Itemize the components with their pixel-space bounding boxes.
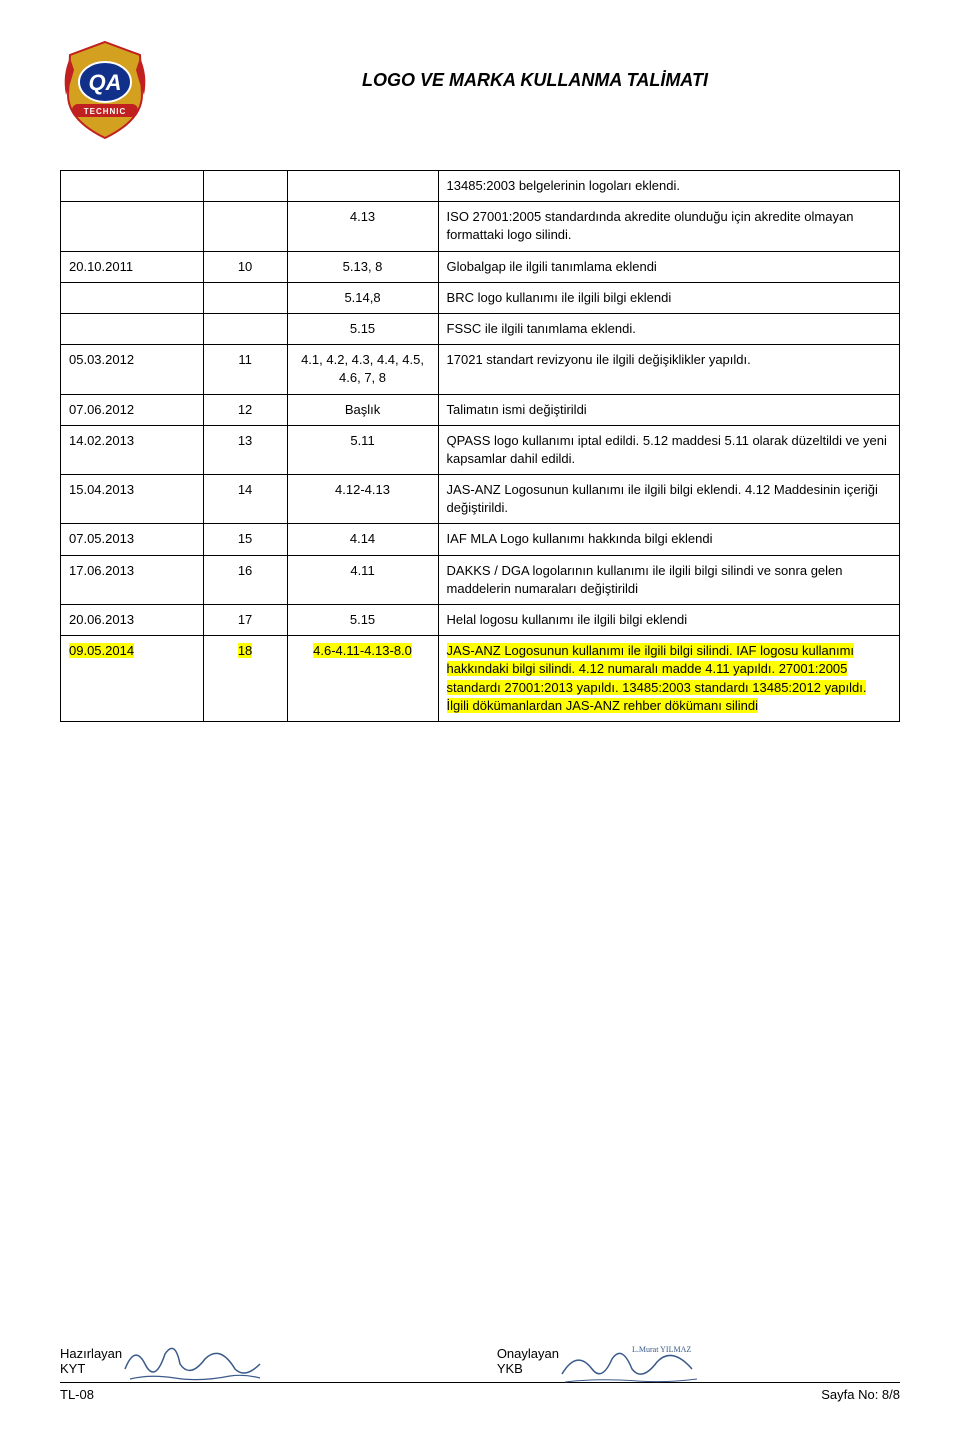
cell-date: 07.05.2013	[61, 524, 204, 555]
cell-description: FSSC ile ilgili tanımlama eklendi.	[438, 313, 899, 344]
table-row: 14.02.2013135.11QPASS logo kullanımı ipt…	[61, 425, 900, 474]
cell-date: 20.10.2011	[61, 251, 204, 282]
cell-revision	[203, 202, 287, 251]
cell-description: Talimatın ismi değiştirildi	[438, 394, 899, 425]
table-row: 13485:2003 belgelerinin logoları eklendi…	[61, 171, 900, 202]
signature-left-icon	[120, 1334, 270, 1389]
cell-revision: 14	[203, 475, 287, 524]
cell-revision: 10	[203, 251, 287, 282]
cell-revision	[203, 171, 287, 202]
cell-date	[61, 202, 204, 251]
cell-revision: 12	[203, 394, 287, 425]
cell-date: 14.02.2013	[61, 425, 204, 474]
cell-section: 5.14,8	[287, 282, 438, 313]
cell-description: ISO 27001:2005 standardında akredite olu…	[438, 202, 899, 251]
signature-right-icon: L.Murat YILMAZ	[557, 1334, 707, 1389]
document-title: LOGO VE MARKA KULLANMA TALİMATI	[170, 40, 900, 91]
cell-section: 5.11	[287, 425, 438, 474]
table-row: 09.05.2014184.6-4.11-4.13-8.0JAS-ANZ Log…	[61, 636, 900, 722]
cell-section	[287, 171, 438, 202]
cell-section: 5.15	[287, 313, 438, 344]
cell-revision: 13	[203, 425, 287, 474]
approved-by-block: Onaylayan YKB L.Murat YILMAZ	[497, 1346, 900, 1376]
cell-date: 15.04.2013	[61, 475, 204, 524]
revision-log-table: 13485:2003 belgelerinin logoları eklendi…	[60, 170, 900, 722]
cell-description: Helal logosu kullanımı ile ilgili bilgi …	[438, 605, 899, 636]
svg-text:TECHNIC: TECHNIC	[84, 107, 127, 116]
cell-date: 07.06.2012	[61, 394, 204, 425]
cell-description: JAS-ANZ Logosunun kullanımı ile ilgili b…	[438, 475, 899, 524]
cell-section: 4.1, 4.2, 4.3, 4.4, 4.5, 4.6, 7, 8	[287, 345, 438, 394]
cell-section: Başlık	[287, 394, 438, 425]
cell-date: 09.05.2014	[61, 636, 204, 722]
table-row: 5.15FSSC ile ilgili tanımlama eklendi.	[61, 313, 900, 344]
cell-description: 13485:2003 belgelerinin logoları eklendi…	[438, 171, 899, 202]
svg-text:QA: QA	[89, 70, 122, 95]
table-row: 07.06.201212BaşlıkTalimatın ismi değişti…	[61, 394, 900, 425]
cell-description: QPASS logo kullanımı iptal edildi. 5.12 …	[438, 425, 899, 474]
cell-revision: 11	[203, 345, 287, 394]
cell-description: 17021 standart revizyonu ile ilgili deği…	[438, 345, 899, 394]
cell-revision: 15	[203, 524, 287, 555]
cell-revision: 16	[203, 555, 287, 604]
cell-section: 4.12-4.13	[287, 475, 438, 524]
table-row: 15.04.2013144.12-4.13JAS-ANZ Logosunun k…	[61, 475, 900, 524]
cell-description: IAF MLA Logo kullanımı hakkında bilgi ek…	[438, 524, 899, 555]
table-row: 4.13ISO 27001:2005 standardında akredite…	[61, 202, 900, 251]
cell-revision: 17	[203, 605, 287, 636]
signature-row: Hazırlayan KYT Onaylayan YKB L.Murat YIL…	[60, 1346, 900, 1376]
document-page: QA TECHNIC LOGO VE MARKA KULLANMA TALİMA…	[0, 0, 960, 1442]
page-number: Sayfa No: 8/8	[821, 1387, 900, 1402]
cell-section: 4.6-4.11-4.13-8.0	[287, 636, 438, 722]
cell-description: DAKKS / DGA logolarının kullanımı ile il…	[438, 555, 899, 604]
table-row: 20.10.2011105.13, 8Globalgap ile ilgili …	[61, 251, 900, 282]
cell-date: 17.06.2013	[61, 555, 204, 604]
cell-section: 4.14	[287, 524, 438, 555]
cell-date: 05.03.2012	[61, 345, 204, 394]
cell-date: 20.06.2013	[61, 605, 204, 636]
table-row: 07.05.2013154.14IAF MLA Logo kullanımı h…	[61, 524, 900, 555]
page-footer: Hazırlayan KYT Onaylayan YKB L.Murat YIL…	[60, 1346, 900, 1402]
cell-section: 4.13	[287, 202, 438, 251]
document-number: TL-08	[60, 1387, 94, 1402]
cell-section: 5.15	[287, 605, 438, 636]
page-header: QA TECHNIC LOGO VE MARKA KULLANMA TALİMA…	[60, 40, 900, 140]
qa-technic-logo: QA TECHNIC	[60, 40, 150, 140]
cell-revision: 18	[203, 636, 287, 722]
table-row: 5.14,8BRC logo kullanımı ile ilgili bilg…	[61, 282, 900, 313]
cell-revision	[203, 282, 287, 313]
cell-description: Globalgap ile ilgili tanımlama eklendi	[438, 251, 899, 282]
cell-description: BRC logo kullanımı ile ilgili bilgi ekle…	[438, 282, 899, 313]
cell-section: 5.13, 8	[287, 251, 438, 282]
prepared-by-block: Hazırlayan KYT	[60, 1346, 463, 1376]
cell-description: JAS-ANZ Logosunun kullanımı ile ilgili b…	[438, 636, 899, 722]
cell-date	[61, 313, 204, 344]
cell-date	[61, 171, 204, 202]
cell-date	[61, 282, 204, 313]
svg-text:L.Murat YILMAZ: L.Murat YILMAZ	[632, 1345, 691, 1354]
table-row: 17.06.2013164.11DAKKS / DGA logolarının …	[61, 555, 900, 604]
table-row: 20.06.2013175.15Helal logosu kullanımı i…	[61, 605, 900, 636]
cell-revision	[203, 313, 287, 344]
table-row: 05.03.2012114.1, 4.2, 4.3, 4.4, 4.5, 4.6…	[61, 345, 900, 394]
cell-section: 4.11	[287, 555, 438, 604]
